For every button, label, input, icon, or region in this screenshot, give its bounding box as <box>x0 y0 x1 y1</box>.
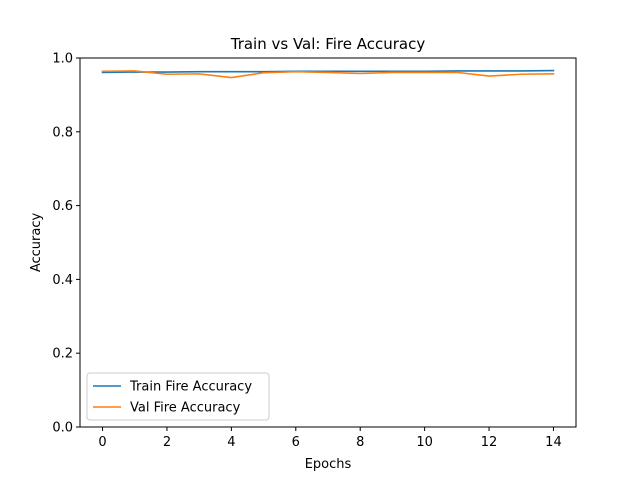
y-tick-label: 0.8 <box>52 125 73 140</box>
plot-area <box>101 69 555 79</box>
series-line-val <box>101 70 555 79</box>
y-tick-label: 1.0 <box>52 52 73 67</box>
y-tick-label: 0.4 <box>52 273 73 288</box>
y-axis: 0.0 0.2 0.4 0.6 0.8 1.0 <box>52 52 80 436</box>
legend-box <box>86 372 270 421</box>
x-tick-label: 4 <box>227 435 235 450</box>
y-axis-label: Accuracy <box>29 213 44 273</box>
legend-label: Train Fire Accuracy <box>129 380 252 395</box>
legend-label: Val Fire Accuracy <box>130 401 241 416</box>
x-axis: 0 2 4 6 8 10 12 14 <box>98 427 562 450</box>
y-tick-label: 0.0 <box>52 421 73 436</box>
x-tick-label: 8 <box>356 435 364 450</box>
x-tick-label: 12 <box>481 435 498 450</box>
chart-title: Train vs Val: Fire Accuracy <box>230 35 426 53</box>
x-tick-label: 0 <box>98 435 106 450</box>
x-axis-label: Epochs <box>305 457 352 472</box>
x-tick-label: 10 <box>416 435 433 450</box>
series-line-train <box>101 69 555 74</box>
axes-frame <box>79 57 577 428</box>
y-tick-label: 0.2 <box>52 347 73 362</box>
x-tick-label: 2 <box>163 435 171 450</box>
legend: Train Fire Accuracy Val Fire Accuracy <box>86 372 270 421</box>
x-tick-label: 6 <box>292 435 300 450</box>
x-tick-label: 14 <box>545 435 562 450</box>
y-tick-label: 0.6 <box>52 199 73 214</box>
